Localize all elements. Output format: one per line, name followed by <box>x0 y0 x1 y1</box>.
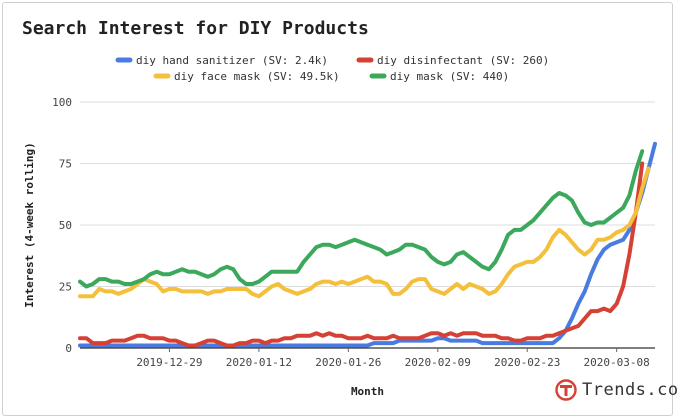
x-tick-label: 2020-02-23 <box>494 356 560 369</box>
y-tick-label: 100 <box>52 96 72 109</box>
y-axis-ticks: 0 25 50 75 100 <box>52 96 72 355</box>
legend-entry: diy face mask (SV: 49.5k) <box>174 70 340 83</box>
y-tick-label: 25 <box>59 281 72 294</box>
x-tick-label: 2020-03-08 <box>584 356 650 369</box>
y-tick-label: 0 <box>65 342 72 355</box>
brand-logo: Trends.co <box>554 378 677 402</box>
series-line-0 <box>78 141 657 348</box>
x-tick-label: 2020-02-09 <box>405 356 471 369</box>
gridlines <box>80 101 655 349</box>
brand-name: Trends.co <box>582 380 677 400</box>
x-tick-label: 2020-01-12 <box>226 356 292 369</box>
series-line-3 <box>78 149 645 289</box>
legend-entry: diy disinfectant (SV: 260) <box>377 54 549 67</box>
chart-title: Search Interest for DIY Products <box>22 18 369 39</box>
y-tick-label: 75 <box>59 158 72 171</box>
series-line-1 <box>78 161 645 348</box>
legend-entry: diy mask (SV: 440) <box>390 70 509 83</box>
series-lines <box>78 141 657 348</box>
trends-t-icon <box>555 379 577 401</box>
y-tick-label: 50 <box>59 219 72 232</box>
x-tick-label: 2019-12-29 <box>136 356 202 369</box>
x-axis-ticks: 2019-12-29 2020-01-12 2020-01-26 2020-02-09… <box>136 348 650 369</box>
legend-entry: diy hand sanitizer (SV: 2.4k) <box>136 54 328 67</box>
x-axis-title: Month <box>351 385 384 398</box>
legend: diy hand sanitizer (SV: 2.4k) diy disinfe… <box>115 54 549 83</box>
y-axis-title: Interest (4-week rolling) <box>23 142 36 308</box>
series-line-2 <box>78 166 651 299</box>
x-tick-label: 2020-01-26 <box>315 356 381 369</box>
